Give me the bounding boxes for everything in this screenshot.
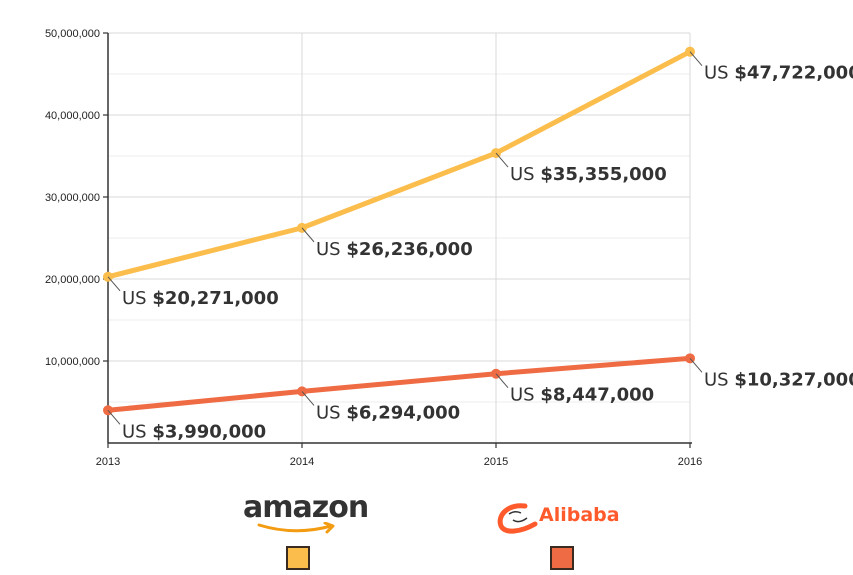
series-line-amazon (105, 49, 693, 280)
series-points (103, 46, 695, 416)
x-tick-label: 2015 (484, 456, 508, 468)
x-tick-label: 2013 (96, 456, 120, 468)
legend-amazon-label: amazon (243, 490, 369, 525)
data-label-leader (495, 373, 509, 389)
data-label-leader (495, 152, 509, 168)
data-label-leader (689, 51, 703, 67)
x-tick-label: 2016 (678, 456, 702, 468)
y-tick-label: 50,000,000 (45, 28, 100, 40)
data-label-leader (107, 276, 121, 292)
data-labels: US $20,271,000 US $26,236,000 US $35,355,0… (107, 51, 853, 442)
y-tick-label: 40,000,000 (45, 110, 100, 122)
series-lines (105, 49, 693, 413)
data-label: US $20,271,000 (122, 288, 279, 309)
data-label: US $26,236,000 (316, 239, 473, 260)
data-label: US $6,294,000 (316, 402, 460, 423)
axes (103, 32, 692, 448)
data-label: US $47,722,000 (704, 63, 853, 84)
x-tick-label: 2014 (290, 456, 314, 468)
data-label: US $3,990,000 (122, 421, 266, 442)
data-label-leader (107, 409, 121, 425)
series-line-alibaba (105, 355, 693, 413)
data-label: US $10,327,000 (704, 369, 853, 390)
line-chart: 10,000,000 20,000,000 30,000,000 40,000,000… (45, 28, 853, 468)
data-label-leader (689, 357, 703, 373)
grid-lines (108, 32, 691, 443)
data-label: US $8,447,000 (510, 385, 654, 406)
amazon-smile-icon (257, 522, 335, 534)
legend-amazon-logo: amazon (243, 490, 369, 534)
y-tick-label: 20,000,000 (45, 274, 100, 286)
legend-alibaba-label: Alibaba (539, 504, 620, 526)
data-label-leader (301, 391, 315, 406)
data-label-leader (301, 227, 315, 243)
y-tick-label: 10,000,000 (45, 356, 100, 368)
legend-amazon-swatch (286, 546, 310, 570)
alibaba-face-icon (497, 503, 538, 534)
tick-labels: 10,000,000 20,000,000 30,000,000 40,000,000… (45, 28, 702, 468)
data-label: US $35,355,000 (510, 164, 667, 185)
y-tick-label: 30,000,000 (45, 192, 100, 204)
legend-alibaba-swatch (550, 546, 574, 570)
